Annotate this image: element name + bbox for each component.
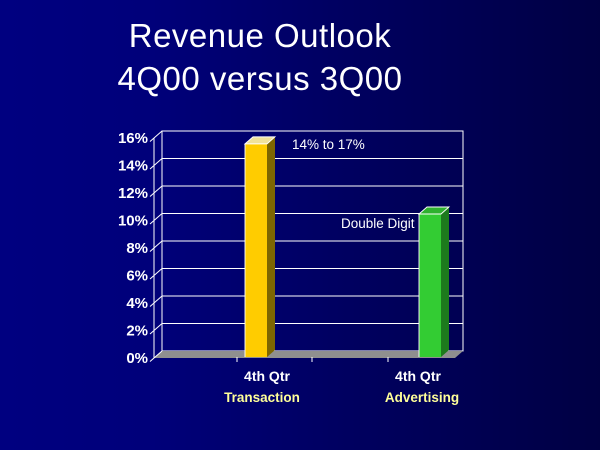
y-axis-tick <box>149 268 163 280</box>
y-axis-tick <box>149 240 163 252</box>
y-axis-tick <box>149 130 163 142</box>
annotation-transaction: 14% to 17% <box>292 137 365 152</box>
y-axis-tick <box>149 350 163 362</box>
y-axis-label: 6% <box>126 268 148 285</box>
y-axis-label: 4% <box>126 295 148 312</box>
x-axis-label: 4th Qtr <box>395 368 441 384</box>
slide-title: Revenue Outlook 4Q00 versus 3Q00 <box>10 14 510 100</box>
bar-advertising-side <box>441 207 449 357</box>
bar-advertising-top <box>417 206 451 215</box>
bar-transaction-side <box>267 136 275 357</box>
y-axis-label: 14% <box>118 158 148 175</box>
y-axis-label: 2% <box>126 323 148 340</box>
slide-title-line2: 4Q00 versus 3Q00 <box>117 60 403 97</box>
y-axis-label: 8% <box>126 240 148 257</box>
y-axis-label: 0% <box>126 350 148 367</box>
y-axis-tick <box>149 323 163 335</box>
chart-floor <box>154 351 463 358</box>
y-axis-tick <box>149 295 163 307</box>
y-axis-tick <box>149 158 163 170</box>
bar-transaction-top <box>243 136 277 145</box>
annotation-advertising: Double Digit <box>341 216 415 231</box>
y-axis-label: 12% <box>118 185 148 202</box>
series-label-transaction: Transaction <box>224 390 300 405</box>
series-label-advertising: Advertising <box>385 390 459 405</box>
y-axis-tick <box>149 213 163 225</box>
slide-title-line1: Revenue Outlook <box>128 17 392 54</box>
bar-advertising <box>419 214 441 357</box>
y-axis-label: 16% <box>118 130 148 147</box>
y-axis-tick <box>149 185 163 197</box>
bar-transaction <box>245 143 267 357</box>
x-axis-label: 4th Qtr <box>244 368 290 384</box>
y-axis-label: 10% <box>118 213 148 230</box>
